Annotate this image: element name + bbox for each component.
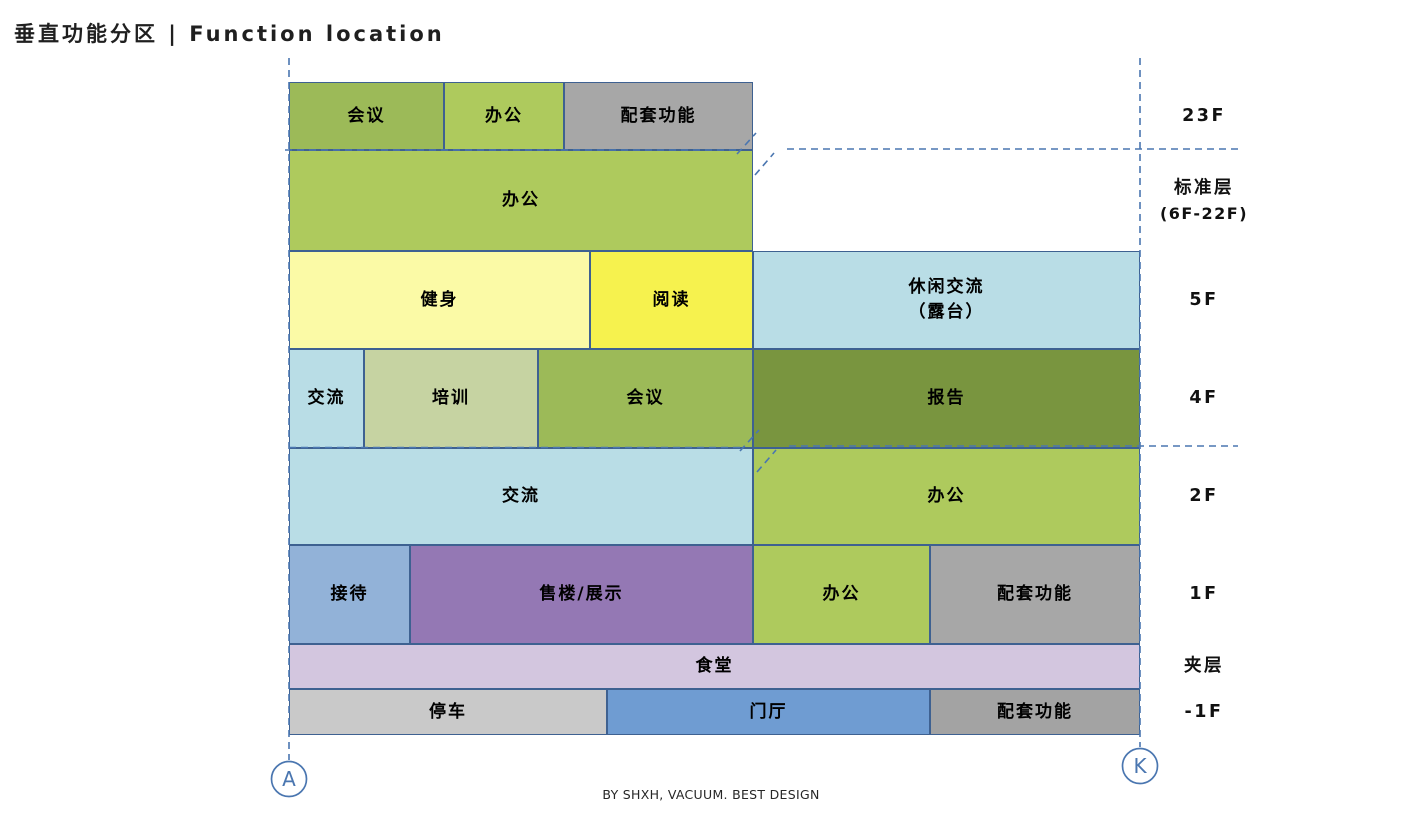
page-title: 垂直功能分区 | Function location <box>14 22 445 46</box>
floor-label-subtext: (6F-22F) <box>1159 203 1249 223</box>
floor-label-text: 2F <box>1189 486 1219 507</box>
block-label: 接待 <box>330 584 369 605</box>
floor-label-text: 1F <box>1189 584 1219 605</box>
block-label: 办公 <box>822 584 861 605</box>
block-office: 办公 <box>289 150 753 251</box>
block-training: 培训 <box>364 349 538 448</box>
floor-label-text: 夹层 <box>1184 656 1224 677</box>
block-lecture: 报告 <box>753 349 1140 448</box>
block-amenities: 配套功能 <box>564 82 753 150</box>
footer-credit: BY SHXH, VACUUM. BEST DESIGN <box>602 787 820 802</box>
block-label: 门厅 <box>749 701 788 722</box>
block-label: 配套功能 <box>620 105 697 126</box>
block-office: 办公 <box>753 448 1140 545</box>
block-lobby: 门厅 <box>607 689 930 735</box>
block-label: 健身 <box>420 289 459 310</box>
floor-label-floor-5f: 5F <box>1146 251 1262 349</box>
floor-label-floor-2f: 2F <box>1146 448 1262 545</box>
block-label: 会议 <box>626 388 665 409</box>
block-label: 休闲交流 <box>908 277 985 298</box>
block-label: 交流 <box>502 486 540 507</box>
floor-label-floor-minus-1f: -1F <box>1146 689 1262 735</box>
block-label: 售楼/展示 <box>539 584 624 605</box>
block-sales-exhibition: 售楼/展示 <box>410 545 753 644</box>
floor-label-text: 4F <box>1189 388 1219 409</box>
floor-label-floor-mezzanine: 夹层 <box>1146 644 1262 689</box>
floor-label-text: 23F <box>1182 105 1226 126</box>
block-exchange: 交流 <box>289 448 753 545</box>
floor-label-text: -1F <box>1184 701 1224 722</box>
floor-label-floor-1f: 1F <box>1146 545 1262 644</box>
block-label: 办公 <box>485 105 523 126</box>
block-label: 配套功能 <box>997 584 1073 605</box>
block-amenities: 配套功能 <box>930 545 1140 644</box>
block-sublabel: （露台） <box>908 302 985 322</box>
block-label: 办公 <box>502 190 540 211</box>
block-reception: 接待 <box>289 545 410 644</box>
block-meeting: 会议 <box>289 82 444 150</box>
block-leisure-terrace: 休闲交流 （露台） <box>753 251 1140 349</box>
block-label: 报告 <box>927 388 966 409</box>
block-label: 停车 <box>429 701 467 722</box>
block-label: 培训 <box>432 388 470 409</box>
block-parking: 停车 <box>289 689 607 735</box>
floor-label-text: 5F <box>1189 289 1219 310</box>
block-label: 办公 <box>927 486 966 507</box>
block-label: 配套功能 <box>997 701 1073 722</box>
block-gym: 健身 <box>289 251 590 349</box>
block-office: 办公 <box>444 82 564 150</box>
block-canteen: 食堂 <box>289 644 1140 689</box>
floor-label-floor-4f: 4F <box>1146 349 1262 448</box>
block-meeting: 会议 <box>538 349 753 448</box>
block-label: 食堂 <box>695 656 734 677</box>
block-reading: 阅读 <box>590 251 753 349</box>
floor-label-floor-standard: 标准层 (6F-22F) <box>1146 150 1262 251</box>
floor-label-floor-23f: 23F <box>1146 82 1262 150</box>
block-office: 办公 <box>753 545 930 644</box>
block-amenities: 配套功能 <box>930 689 1140 735</box>
block-label: 阅读 <box>652 289 691 310</box>
floor-label-text: 标准层 <box>1174 178 1234 199</box>
block-label: 交流 <box>307 388 346 409</box>
block-label: 会议 <box>347 105 386 126</box>
